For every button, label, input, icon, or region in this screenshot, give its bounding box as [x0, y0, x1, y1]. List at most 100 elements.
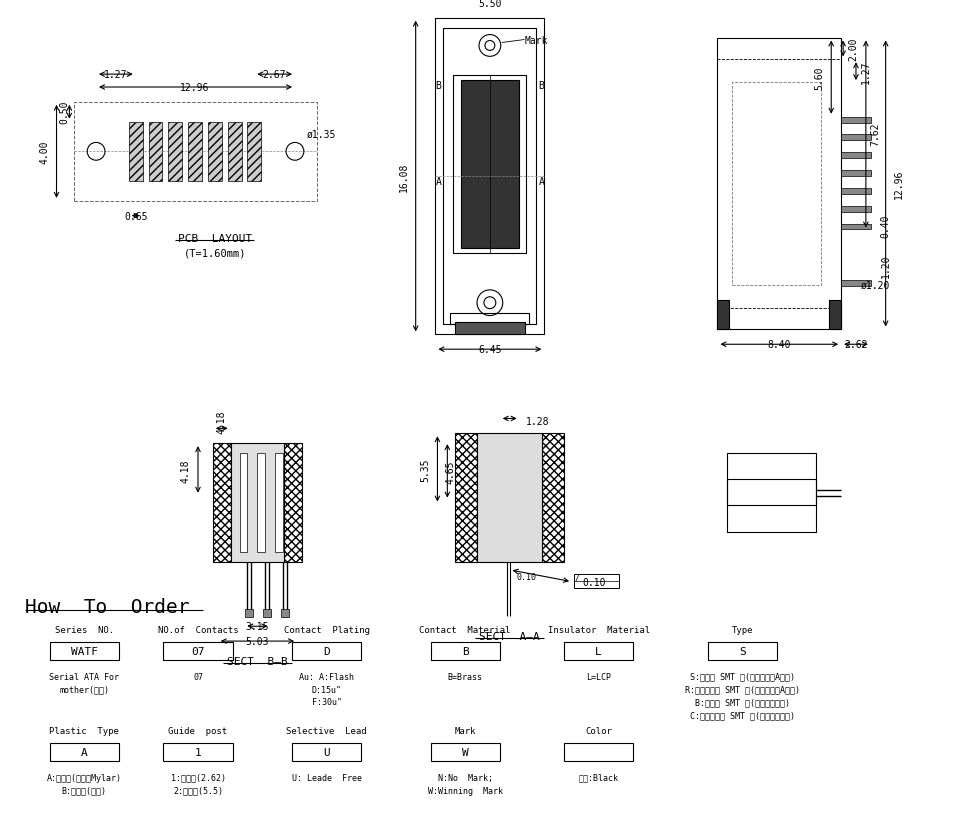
Bar: [208, 123, 221, 181]
Bar: [285, 444, 302, 563]
Text: 5.03: 5.03: [245, 636, 269, 646]
Bar: [281, 609, 289, 618]
Bar: [542, 434, 564, 563]
Bar: [718, 38, 841, 330]
Text: 7.62: 7.62: [871, 123, 880, 146]
Text: 0.10: 0.10: [582, 577, 605, 587]
Text: 2.67: 2.67: [262, 70, 285, 80]
Bar: [453, 76, 527, 254]
Text: 1.27: 1.27: [104, 70, 127, 80]
Text: Contact  Material: Contact Material: [420, 625, 511, 635]
Bar: [275, 454, 284, 553]
Bar: [830, 300, 841, 330]
Text: 8.40: 8.40: [767, 340, 790, 349]
Text: Contact  Plating: Contact Plating: [284, 625, 370, 635]
Text: Mark: Mark: [454, 726, 476, 735]
Text: mother(主板): mother(主板): [59, 685, 109, 694]
Text: S:直立式 SMT 型(端孔平行的A端位): S:直立式 SMT 型(端孔平行的A端位): [690, 672, 795, 681]
Bar: [727, 479, 816, 505]
Text: Au: A:Flash: Au: A:Flash: [299, 672, 354, 681]
Text: Mark: Mark: [525, 35, 548, 45]
Bar: [455, 434, 477, 563]
Bar: [841, 224, 871, 230]
Text: /: /: [575, 573, 580, 582]
Text: U: Leade  Free: U: Leade Free: [291, 772, 361, 782]
Text: NO.of  Contacts: NO.of Contacts: [158, 625, 239, 635]
Text: N:No  Mark;: N:No Mark;: [438, 772, 492, 782]
Text: A: A: [80, 747, 87, 757]
Bar: [228, 123, 241, 181]
Text: 1: 1: [194, 747, 201, 757]
Bar: [245, 609, 254, 618]
Text: 5.35: 5.35: [421, 457, 430, 481]
Bar: [188, 123, 202, 181]
Bar: [169, 123, 182, 181]
Text: 4.18: 4.18: [217, 410, 227, 434]
Bar: [164, 743, 233, 761]
Text: 1.28: 1.28: [526, 417, 549, 427]
Text: B=Brass: B=Brass: [447, 672, 483, 681]
Text: S: S: [739, 646, 745, 656]
Text: SECT  B–B: SECT B–B: [227, 656, 287, 666]
Bar: [564, 743, 633, 761]
Text: D: D: [323, 646, 330, 656]
Bar: [841, 118, 871, 124]
Bar: [50, 743, 119, 761]
Text: 07: 07: [192, 646, 205, 656]
Bar: [258, 454, 265, 553]
Bar: [292, 642, 361, 660]
Text: D:15u": D:15u": [311, 685, 342, 694]
Bar: [444, 28, 536, 325]
Text: U: U: [323, 747, 330, 757]
Text: 07: 07: [193, 672, 203, 681]
Text: Type: Type: [732, 625, 753, 635]
Bar: [841, 171, 871, 177]
Bar: [841, 281, 871, 287]
Text: 5.60: 5.60: [814, 66, 825, 89]
Bar: [574, 574, 619, 588]
Text: 2:圆柱芯(5.5): 2:圆柱芯(5.5): [173, 786, 223, 794]
Bar: [430, 743, 500, 761]
Text: WATF: WATF: [71, 646, 98, 656]
Text: W:Winning  Mark: W:Winning Mark: [427, 786, 503, 794]
Bar: [450, 314, 530, 325]
Bar: [148, 123, 163, 181]
Text: 2.62: 2.62: [844, 340, 868, 349]
Bar: [841, 135, 871, 141]
Circle shape: [479, 35, 501, 57]
Text: L: L: [595, 646, 602, 656]
Bar: [841, 153, 871, 159]
Text: SECT  A–A: SECT A–A: [479, 631, 540, 641]
Bar: [231, 444, 285, 563]
Text: 4.65: 4.65: [445, 460, 455, 483]
Text: L=LCP: L=LCP: [586, 672, 611, 681]
Bar: [841, 189, 871, 195]
Bar: [477, 434, 542, 563]
Text: B:直立式 SMT 型(端孔垂直端位): B:直立式 SMT 型(端孔垂直端位): [695, 698, 789, 706]
Text: W: W: [462, 747, 468, 757]
Bar: [732, 83, 821, 286]
Text: 空白:Black: 空白:Black: [579, 772, 619, 782]
Bar: [128, 123, 143, 181]
Text: Insulator  Material: Insulator Material: [548, 625, 650, 635]
Text: Selective  Lead: Selective Lead: [286, 726, 367, 735]
Text: 1.27: 1.27: [861, 60, 871, 84]
Text: A: A: [538, 176, 544, 186]
Text: Color: Color: [585, 726, 612, 735]
Text: B:全包式(塑孔): B:全包式(塑孔): [61, 786, 106, 794]
Text: 0.10: 0.10: [516, 573, 536, 582]
Text: 0.65: 0.65: [124, 212, 148, 222]
Text: Series  NO.: Series NO.: [55, 625, 114, 635]
Text: 1.20: 1.20: [880, 254, 891, 278]
Text: B: B: [462, 646, 468, 656]
Text: PCB  LAYOUT: PCB LAYOUT: [177, 234, 252, 244]
Bar: [213, 444, 231, 563]
Text: How  To  Order: How To Order: [25, 597, 190, 616]
Bar: [436, 18, 544, 335]
Text: 2.00: 2.00: [848, 38, 858, 61]
Text: 6.45: 6.45: [478, 344, 502, 354]
Text: 5.50: 5.50: [478, 0, 502, 9]
Text: B: B: [436, 81, 442, 91]
Text: 0.50: 0.50: [59, 101, 69, 125]
Text: 4.18: 4.18: [180, 459, 190, 482]
